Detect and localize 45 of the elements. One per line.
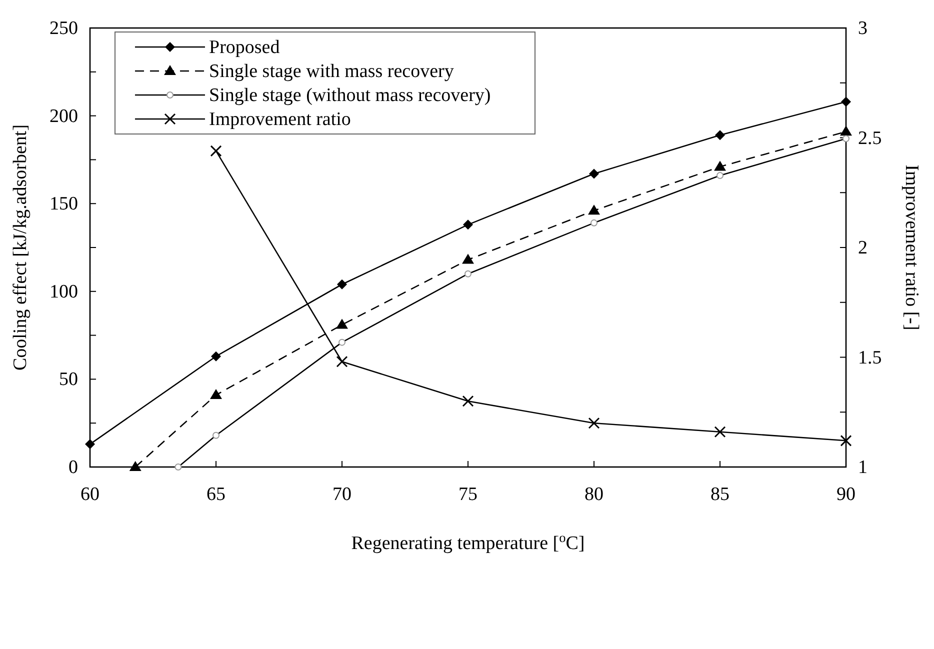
x-tick-label: 60: [80, 484, 100, 505]
legend-label: Single stage (without mass recovery): [209, 85, 491, 106]
x-tick-label: 70: [332, 484, 352, 505]
point: [588, 204, 600, 215]
point: [336, 356, 348, 368]
point: [337, 279, 347, 290]
point: [588, 417, 600, 429]
y-tick-label: 100: [50, 281, 78, 302]
y-tick-label: 250: [50, 18, 78, 39]
point: [85, 439, 95, 450]
point: [714, 426, 726, 438]
y2-tick-label: 1.5: [858, 347, 882, 368]
y-tick-label: 200: [50, 106, 78, 127]
point: [129, 461, 142, 471]
x-axis-title: Regenerating temperature [$^{o}$C]: [351, 530, 585, 554]
x-tick-label: 80: [584, 484, 604, 505]
point: [211, 351, 221, 362]
y2-tick-label: 2.5: [858, 128, 882, 149]
point: [589, 168, 599, 179]
point: [714, 160, 726, 171]
point: [463, 220, 473, 230]
point: [841, 96, 851, 107]
legend-label: Proposed: [209, 37, 280, 58]
point: [840, 126, 852, 136]
y2-tick-label: 2: [858, 238, 868, 258]
y2-axis-title: Improvement ratio [-]: [901, 164, 922, 330]
point: [462, 254, 474, 264]
point: [462, 395, 474, 407]
x-tick-label: 65: [206, 484, 226, 505]
point: [210, 145, 222, 157]
point: [840, 434, 852, 446]
x-tick-label: 85: [710, 484, 730, 505]
legend-label: Single stage with mass recovery: [209, 61, 454, 82]
y-tick-label: 150: [50, 194, 78, 215]
y2-tick-label: 1: [858, 457, 868, 478]
x-tick-label: 75: [458, 484, 478, 505]
point: [336, 318, 348, 329]
y-tick-label: 50: [59, 369, 78, 390]
y-axis-title: Cooling effect [kJ/kg.adsorbent]: [10, 124, 31, 371]
point: [210, 389, 222, 400]
x-tick-label: 90: [836, 484, 856, 505]
point: [715, 130, 725, 140]
legend-label: Improvement ratio: [209, 109, 351, 130]
y-tick-label: 0: [68, 457, 78, 478]
y2-tick-label: 3: [858, 18, 868, 39]
